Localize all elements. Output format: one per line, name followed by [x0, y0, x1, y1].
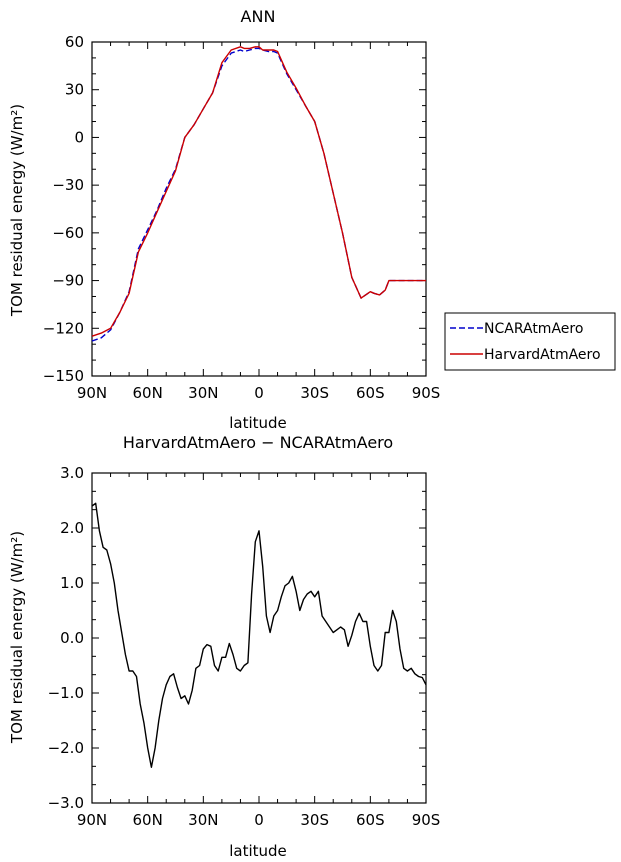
y-tick-label: 30: [65, 81, 84, 99]
y-tick-label: 0: [74, 128, 84, 146]
x-tick-label: 60N: [133, 811, 163, 829]
axes: 90N 60N 30N 0 30S 60S 90S 60 30 0 −30 −60 −90 −120 −15…: [43, 33, 441, 402]
x-tick-label: 0: [254, 384, 264, 402]
y-tick-label: −90: [52, 272, 84, 290]
plot-frame: [91, 472, 427, 804]
legend-label-harvard: HarvardAtmAero: [484, 347, 601, 363]
legend-label-ncar: NCARAtmAero: [484, 321, 583, 337]
plot-lines: [91, 502, 427, 768]
y-tick-label: −150: [43, 367, 84, 385]
x-tick-label: 60S: [356, 384, 385, 402]
y-tick-label: 60: [65, 33, 84, 51]
x-tick-label: 60N: [133, 384, 163, 402]
bottom-chart: HarvardAtmAero − NCARAtmAero 90N 60N 30N 0 3…: [8, 433, 440, 860]
top-chart: ANN 90N 60N 30N 0 30S 60S 90S 60 30 0 −30 −60 −90 −12…: [8, 7, 440, 432]
chart-title: ANN: [241, 7, 276, 26]
x-tick-label: 30N: [188, 811, 218, 829]
chart-title: HarvardAtmAero − NCARAtmAero: [123, 433, 393, 452]
y-tick-label: −120: [43, 319, 84, 337]
y-tick-label: −2.0: [48, 739, 84, 757]
plot-frame: [91, 41, 427, 377]
y-axis-title: TOM residual energy (W/m²): [8, 104, 26, 317]
series-line-ncaratmaero: [91, 47, 426, 342]
y-tick-label: 2.0: [60, 519, 84, 537]
legend-box: [444, 312, 616, 371]
x-tick-label: 60S: [356, 811, 385, 829]
x-tick-label: 90N: [77, 811, 107, 829]
x-tick-label: 30S: [300, 811, 329, 829]
series-line-difference: [91, 502, 427, 768]
y-tick-label: −3.0: [48, 794, 84, 812]
axes: 90N 60N 30N 0 30S 60S 90S 3.0 2.0 1.0 0.0 −1.0 −2.0 −…: [48, 464, 441, 829]
y-tick-label: −1.0: [48, 684, 84, 702]
y-tick-label: −60: [52, 224, 84, 242]
x-tick-label: 90S: [412, 384, 441, 402]
y-tick-label: 0.0: [60, 629, 84, 647]
x-tick-label: 30N: [188, 384, 218, 402]
y-tick-label: 3.0: [60, 464, 84, 482]
x-axis-title: latitude: [229, 414, 287, 432]
y-tick-label: −30: [52, 176, 84, 194]
x-tick-label: 30S: [300, 384, 329, 402]
y-axis-title: TOM residual energy (W/m²): [8, 531, 26, 744]
plot-lines: [91, 46, 426, 342]
x-tick-label: 90S: [412, 811, 441, 829]
x-axis-title: latitude: [229, 842, 287, 860]
x-tick-label: 90N: [77, 384, 107, 402]
y-tick-label: 1.0: [60, 574, 84, 592]
legend: NCARAtmAero HarvardAtmAero: [444, 312, 616, 371]
series-line-harvardatmaero: [91, 46, 426, 337]
x-tick-label: 0: [254, 811, 264, 829]
